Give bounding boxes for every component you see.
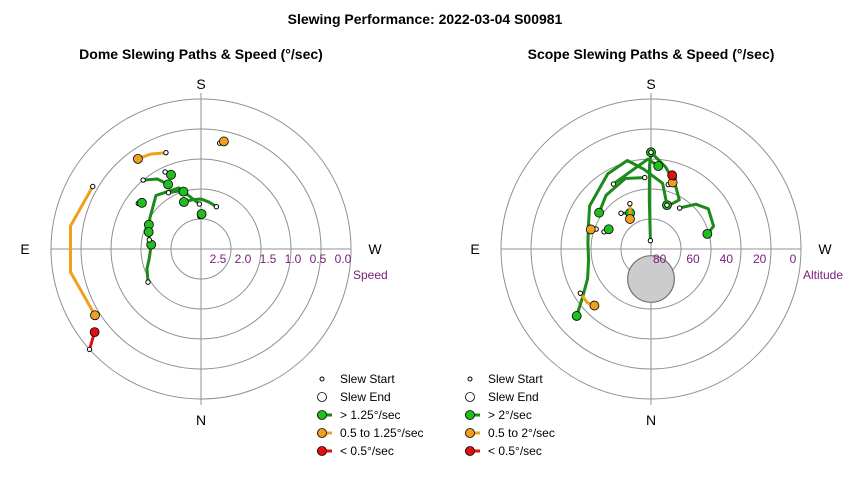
slew-start-marker [196,201,203,207]
chart-title: Scope Slewing Paths & Speed (°/sec) [528,46,775,62]
slew-end-marker [585,224,596,235]
radial-tick-label: 20 [753,252,767,266]
slew-end-marker [625,214,635,224]
legend-label: 0.5 to 2°/sec [488,426,555,440]
radial-tick-label: 60 [686,252,700,266]
polar-chart-1: Dome Slewing Paths & Speed (°/sec) S N E W 2.… [20,46,423,458]
slew-end-marker [589,300,600,311]
slew-start-marker [86,346,93,353]
slew-start-marker [146,237,152,243]
slew-start-marker [642,174,648,181]
legend-label: < 0.5°/sec [340,444,394,458]
slew-start-marker [140,177,146,183]
slew-end-marker [702,229,713,239]
legend-label: Slew Start [340,372,395,386]
legend-start-symbol [319,376,325,382]
slew-path-fast [147,186,201,227]
slew-start-marker [627,200,633,207]
legend-label: > 1.25°/sec [340,408,401,422]
legend-end-symbol [465,392,475,402]
legend-marker-fast [465,410,475,420]
radial-tick-label: 1.5 [260,252,277,266]
slew-path-mid [69,185,97,317]
slew-start-marker [163,149,169,156]
legend-start-symbol [467,376,473,382]
slew-end-marker [178,197,189,207]
radial-tick-label: 40 [720,252,734,266]
radial-tick-label: 0 [790,252,797,266]
legend-marker-fast [317,410,327,420]
slew-path-fast [647,150,653,243]
slew-start-marker [676,205,683,211]
radial-tick-label: 1.0 [285,252,302,266]
slew-start-marker [213,204,220,210]
slew-start-marker [577,290,584,296]
slew-end-marker [133,153,143,164]
slew-end-marker [594,207,605,218]
compass-west: W [368,241,382,257]
compass-south: S [196,76,205,92]
slew-start-marker [664,202,670,208]
slew-path-fast [182,197,218,209]
slew-path-fast [145,243,153,284]
slew-start-marker [165,190,172,196]
slew-start-marker [648,149,654,156]
compass-west: W [818,241,832,257]
slew-path-fast [678,202,716,236]
slew-end-marker [196,209,207,219]
legend-label: Slew End [340,390,391,404]
legend-label: > 2°/sec [488,408,532,422]
legend-marker-slow [465,446,475,456]
slew-start-marker [145,279,151,285]
radial-tick-label: 80 [653,252,667,266]
slew-path-fast [575,159,669,318]
legend-marker-mid [465,428,475,438]
legend-label: < 0.5°/sec [488,444,542,458]
slew-end-marker [653,161,664,171]
slew-end-marker [667,170,678,181]
legend-label: 0.5 to 1.25°/sec [340,426,424,440]
slew-start-marker [647,237,654,244]
compass-north: N [646,412,656,428]
radial-tick-label: 2.5 [210,252,227,266]
legend-marker-mid [317,428,327,438]
compass-east: E [20,241,29,257]
legend-label: Slew End [488,390,539,404]
slew-end-marker [89,327,100,338]
polar-chart-2: Scope Slewing Paths & Speed (°/sec) S N E W 8… [465,46,843,458]
blocked-region [627,255,675,303]
compass-east: E [470,241,479,257]
slew-end-marker [571,311,582,321]
slew-end-marker [166,169,176,180]
slew-end-marker [143,227,154,237]
slew-path-fast [597,176,647,215]
slew-end-marker [603,224,614,235]
radial-tick-label: 0.5 [310,252,327,266]
slew-end-marker [163,179,173,190]
radial-tick-label: 2.0 [235,252,252,266]
legend-label: Slew Start [488,372,543,386]
slew-end-marker [136,197,147,208]
slew-start-marker [90,183,96,190]
slew-end-marker [90,310,100,321]
radial-axis-label: Speed [353,268,388,282]
slew-start-marker [618,210,624,216]
slew-start-marker [610,181,617,187]
legend-end-symbol [317,392,327,402]
slew-end-marker [178,186,189,197]
legend-marker-slow [317,446,327,456]
chart-title: Dome Slewing Paths & Speed (°/sec) [79,46,323,62]
slew-path-fast [612,157,660,186]
radial-axis-label: Altitude [803,268,843,282]
radial-tick-label: 0.0 [335,252,352,266]
compass-south: S [646,76,655,92]
figure-title: Slewing Performance: 2022-03-04 S00981 [288,11,563,27]
slew-end-marker [218,136,229,147]
compass-north: N [196,412,206,428]
